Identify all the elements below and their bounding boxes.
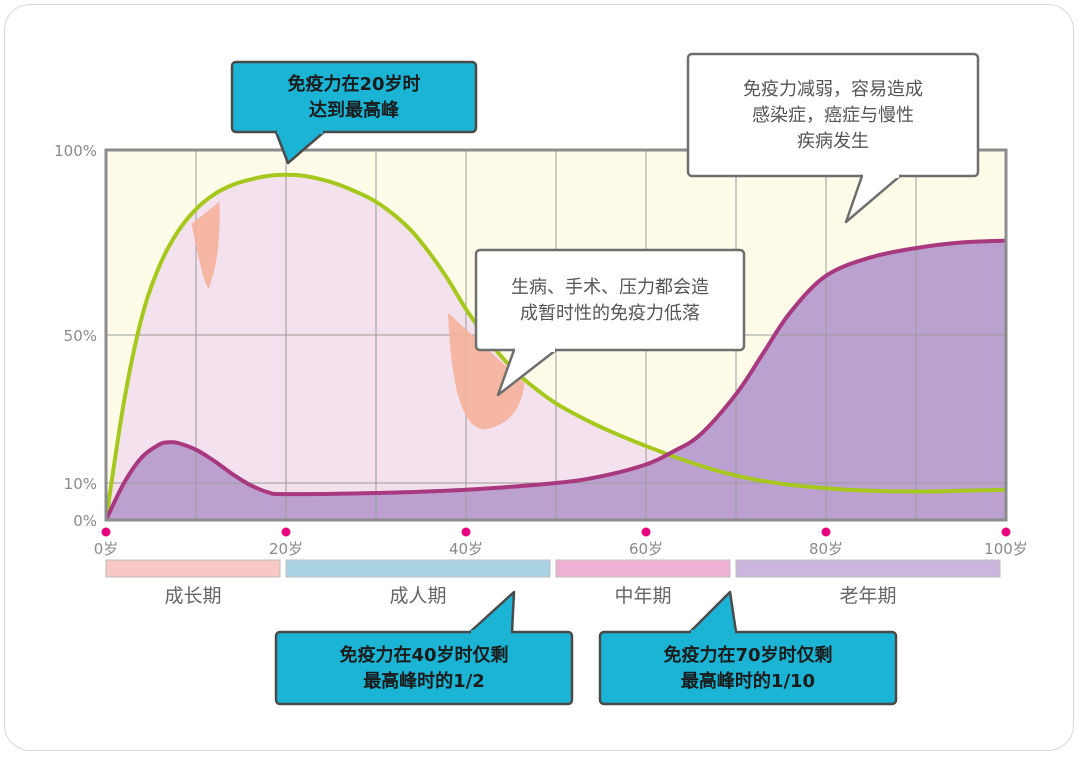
stage-band (735, 559, 1001, 578)
x-tick-label: 20岁 (269, 540, 303, 558)
callout-text-line: 感染症，癌症与慢性 (752, 105, 914, 126)
callout-box (686, 52, 980, 178)
x-tick-dot (1001, 527, 1011, 537)
y-tick-label: 10% (64, 475, 97, 493)
adult-dip-highlight (448, 312, 525, 430)
callout-text-line: 免疫力在20岁时 (287, 73, 420, 95)
plot-border (104, 148, 1008, 522)
callout-text-line: 疾病发生 (797, 131, 869, 152)
purple-series-area (106, 240, 1006, 520)
x-tick-dot (281, 527, 291, 537)
x-tick-label: 0岁 (94, 540, 119, 558)
stage-band (555, 559, 731, 578)
purple-series-line (106, 238, 1006, 520)
green-series-area (106, 174, 1006, 520)
x-tick-label: 40岁 (449, 540, 483, 558)
callout-text-line: 最高峰时的1/10 (681, 670, 815, 692)
stage-band (105, 559, 281, 578)
callout-text-line: 免疫力在70岁时仅剩 (663, 644, 832, 666)
callout-box (274, 630, 574, 706)
growth-dip-highlight (191, 201, 220, 288)
green-series-line (106, 172, 1006, 520)
callout-text-line: 达到最高峰 (309, 99, 400, 121)
stage-band (285, 559, 551, 578)
x-tick-dot (461, 527, 471, 537)
callout-box (474, 248, 746, 352)
x-tick-dot (821, 527, 831, 537)
callout-text-line: 最高峰时的1/2 (363, 670, 485, 692)
callout-text-line: 成暂时性的免疫力低落 (520, 303, 700, 324)
x-tick-label: 60岁 (629, 540, 663, 558)
callout-pointer (468, 590, 516, 634)
x-tick-dot (101, 527, 111, 537)
callout-pointer (688, 590, 738, 634)
callout-text-line: 免疫力减弱，容易造成 (743, 79, 923, 100)
callout-text-line: 免疫力在40岁时仅剩 (339, 644, 508, 666)
callout-box (230, 60, 478, 134)
x-tick-dot (641, 527, 651, 537)
stage-label: 老年期 (839, 585, 896, 607)
x-tick-label: 80岁 (809, 540, 843, 558)
callout-text-line: 生病、手术、压力都会造 (511, 277, 709, 298)
y-tick-label: 50% (64, 327, 97, 345)
x-tick-label: 100岁 (984, 540, 1028, 558)
stage-label: 中年期 (614, 585, 671, 607)
stage-label: 成人期 (389, 585, 446, 607)
y-tick-label: 100% (54, 142, 97, 160)
callout-box (598, 630, 898, 706)
stage-label: 成长期 (164, 585, 221, 607)
y-tick-label: 0% (73, 512, 97, 530)
